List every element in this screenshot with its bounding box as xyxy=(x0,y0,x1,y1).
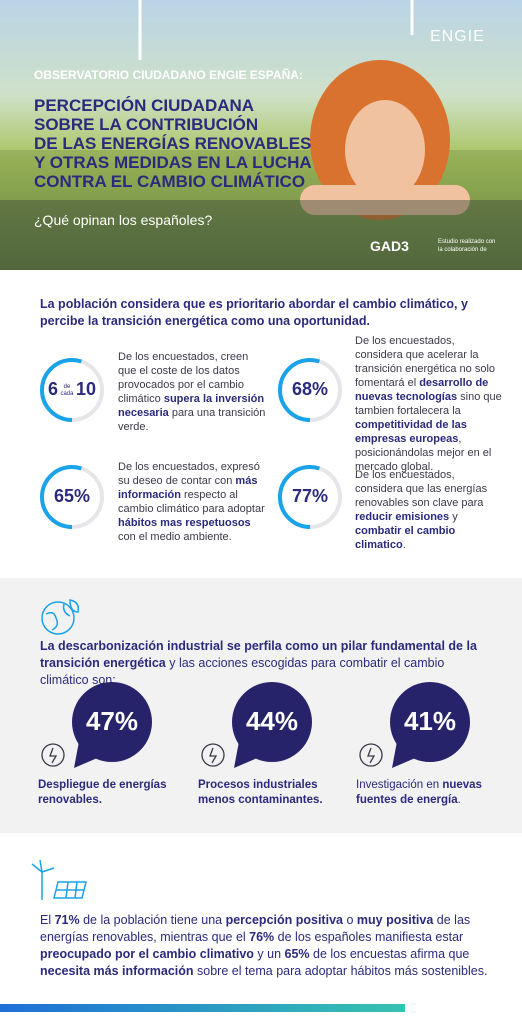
item-label: Investigación en nuevas fuentes de energ… xyxy=(356,778,486,808)
title: PERCEPCIÓN CIUDADANA SOBRE LA CONTRIBUCIÓ… xyxy=(34,96,312,191)
figure-part: 68% xyxy=(291,379,329,399)
text-segment: necesita más información xyxy=(40,964,194,978)
figure-part: de cada xyxy=(60,384,74,397)
summary: El 71% de la población tiene una percepc… xyxy=(40,912,490,980)
text-segment: desarrollo de nuevas tecnologías xyxy=(355,377,489,403)
subtitle: ¿Qué opinan los españoles? xyxy=(34,212,213,228)
text-segment: preocupado por el cambio climativo xyxy=(40,947,254,961)
figure-part: 6 xyxy=(47,379,58,399)
text-segment: , posicionándolas mejor en el mercado gl… xyxy=(355,433,492,473)
text-segment: combatir el cambio climatico xyxy=(355,525,456,551)
stat-text: De los encuestados, considera que las en… xyxy=(355,468,505,552)
text-segment: La descarbonización industrial se perfil… xyxy=(40,639,477,670)
text-segment: de la población tiene una xyxy=(79,913,226,927)
ring xyxy=(278,465,342,529)
stat-figure: 77% xyxy=(275,486,345,507)
globe-icon xyxy=(41,599,80,635)
text-segment: para una transición verde. xyxy=(118,407,266,433)
text-segment: De los encuestados, considera que aceler… xyxy=(355,335,496,389)
header-photo xyxy=(0,0,522,270)
stat-figure: 68% xyxy=(275,379,345,400)
text-segment: con el medio ambiente. xyxy=(118,531,232,543)
ring xyxy=(40,465,104,529)
item-icon xyxy=(359,743,383,767)
text-segment: de los encuestas afirma que xyxy=(309,947,470,961)
text-segment: . xyxy=(457,794,461,806)
stat-text: De los encuestados, considera que aceler… xyxy=(355,334,505,474)
text-segment: y xyxy=(449,511,458,523)
text-segment: De los encuestados, expresó su deseo de … xyxy=(118,461,260,487)
value-bubble xyxy=(72,682,152,768)
text-segment: De los encuestados, creen que el coste d… xyxy=(118,351,249,405)
partner-logo: GAD3 xyxy=(370,238,409,254)
text-segment: percepción positiva xyxy=(225,913,343,927)
text-segment: de los españoles manifiesta estar xyxy=(274,930,464,944)
gradient-bar xyxy=(0,1004,405,1012)
bubble-value: 41% xyxy=(403,706,457,736)
text-segment: supera la inversión necesaria xyxy=(118,393,265,419)
text-line: DE LAS ENERGÍAS RENOVABLES xyxy=(34,134,312,153)
text-segment: De los encuestados, considera que las en… xyxy=(355,469,488,509)
value-bubble xyxy=(232,682,312,768)
text-segment: sobre el tema para adoptar hábitos más s… xyxy=(193,964,488,978)
text-line: Y OTRAS MEDIDAS EN LA LUCHA xyxy=(34,153,312,172)
bubble-value: 47% xyxy=(85,706,139,736)
text-segment: El xyxy=(40,913,55,927)
text-segment: de las energías renovables, mientras que… xyxy=(40,913,471,944)
ring xyxy=(40,358,104,422)
figure-part: 65% xyxy=(53,486,91,506)
text-line: Estudio realizado con xyxy=(438,239,496,245)
logo: ENGIE xyxy=(430,28,485,45)
text-segment: y un xyxy=(253,947,285,961)
decarbonization-intro: La descarbonización industrial se perfil… xyxy=(40,638,495,689)
text-segment: . xyxy=(402,539,406,551)
text-segment: y las acciones escogidas para combatir e… xyxy=(40,656,445,687)
figure-part: 10 xyxy=(75,379,97,399)
text-line: SOBRE LA CONTRIBUCIÓN xyxy=(34,115,259,134)
stat-text: De los encuestados, expresó su deseo de … xyxy=(118,460,268,544)
ring xyxy=(278,358,342,422)
stat-text: De los encuestados, creen que el coste d… xyxy=(118,350,268,434)
text-segment: Investigación en xyxy=(356,779,443,791)
item-label: Procesos industriales menos contaminante… xyxy=(198,778,328,808)
text-segment: 76% xyxy=(249,930,275,944)
text-segment: reducir emisiones xyxy=(355,511,450,523)
text-segment: Procesos industriales menos contaminante… xyxy=(198,779,323,806)
text-segment: muy positiva xyxy=(356,913,434,927)
stat-figure: 65% xyxy=(37,486,107,507)
text-segment: más información xyxy=(118,475,258,501)
text-line: PERCEPCIÓN CIUDADANA xyxy=(34,96,255,115)
figure-part: 77% xyxy=(291,486,329,506)
text-segment: sino que tambien fortalecera la xyxy=(355,391,502,417)
partner-note: Estudio realizado con la colaboración de xyxy=(438,238,495,254)
text-segment: competitividad de las empresas europeas xyxy=(355,419,467,445)
text-line: la colaboración de xyxy=(438,247,487,253)
bubble-value: 44% xyxy=(245,706,299,736)
intro: La población considera que es prioritari… xyxy=(40,297,468,328)
energy-icon xyxy=(31,859,87,900)
kicker: OBSERVATORIO CIUDADANO ENGIE ESPAÑA: xyxy=(34,68,303,82)
text-line: CONTRA EL CAMBIO CLIMÁTICO xyxy=(34,172,306,191)
text-segment: 65% xyxy=(284,947,310,961)
text-segment: 71% xyxy=(54,913,80,927)
text-segment: o xyxy=(342,913,357,927)
stat-figure: 6 de cada 10 xyxy=(37,379,107,400)
text-segment: Despliegue de energías renovables. xyxy=(38,779,167,806)
text-segment: respecto al cambio climático para adopta… xyxy=(118,489,265,515)
item-icon xyxy=(201,743,225,767)
value-bubble xyxy=(390,682,470,768)
header: ENGIE OBSERVATORIO CIUDADANO ENGIE ESPAÑ… xyxy=(0,0,522,270)
item-icon xyxy=(41,743,65,767)
text-segment: hábitos mas respetuosos xyxy=(118,517,251,529)
item-label: Despliegue de energías renovables. xyxy=(38,778,168,808)
text-segment: nuevas fuentes de energía xyxy=(356,779,482,806)
